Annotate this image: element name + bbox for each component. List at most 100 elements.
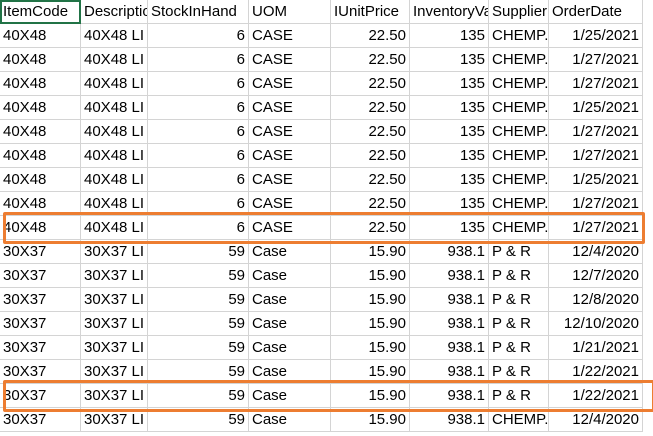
cell-supplier[interactable]: CHEMP. (489, 120, 549, 144)
cell-inventory-value[interactable]: 938.1 (410, 288, 489, 312)
cell-item-code[interactable]: 40X48 (0, 144, 81, 168)
cell-item-code[interactable]: 30X37 (0, 264, 81, 288)
cell-order-date[interactable]: 12/10/2020 (549, 312, 643, 336)
cell-item-code[interactable]: 30X37 (0, 408, 81, 432)
header-cell-unit-price[interactable]: IUnitPrice (331, 0, 410, 24)
cell-unit-price[interactable]: 15.90 (331, 288, 410, 312)
cell-item-code[interactable]: 30X37 (0, 240, 81, 264)
cell-inventory-value[interactable]: 938.1 (410, 312, 489, 336)
cell-stock-in-hand[interactable]: 59 (148, 312, 249, 336)
cell-supplier[interactable]: P & R (489, 312, 549, 336)
cell-supplier[interactable]: CHEMP. (489, 24, 549, 48)
cell-order-date[interactable]: 1/25/2021 (549, 168, 643, 192)
cell-uom[interactable]: CASE (249, 96, 331, 120)
cell-stock-in-hand[interactable]: 59 (148, 408, 249, 432)
cell-description[interactable]: 30X37 LI (81, 384, 148, 408)
header-cell-item-code[interactable]: ItemCode (0, 0, 81, 24)
cell-supplier[interactable]: CHEMP. (489, 144, 549, 168)
cell-supplier[interactable]: P & R (489, 288, 549, 312)
cell-supplier[interactable]: CHEMP. (489, 48, 549, 72)
cell-inventory-value[interactable]: 135 (410, 216, 489, 240)
cell-unit-price[interactable]: 22.50 (331, 144, 410, 168)
header-cell-order-date[interactable]: OrderDate (549, 0, 643, 24)
cell-stock-in-hand[interactable]: 59 (148, 360, 249, 384)
cell-unit-price[interactable]: 22.50 (331, 120, 410, 144)
cell-supplier[interactable]: P & R (489, 360, 549, 384)
cell-stock-in-hand[interactable]: 59 (148, 264, 249, 288)
cell-stock-in-hand[interactable]: 6 (148, 24, 249, 48)
cell-uom[interactable]: CASE (249, 144, 331, 168)
cell-order-date[interactable]: 1/22/2021 (549, 384, 643, 408)
cell-uom[interactable]: CASE (249, 168, 331, 192)
cell-item-code[interactable]: 40X48 (0, 192, 81, 216)
cell-uom[interactable]: Case (249, 264, 331, 288)
cell-supplier[interactable]: P & R (489, 336, 549, 360)
cell-unit-price[interactable]: 22.50 (331, 168, 410, 192)
cell-inventory-value[interactable]: 135 (410, 24, 489, 48)
cell-unit-price[interactable]: 15.90 (331, 384, 410, 408)
cell-order-date[interactable]: 1/25/2021 (549, 24, 643, 48)
cell-item-code[interactable]: 40X48 (0, 96, 81, 120)
cell-unit-price[interactable]: 15.90 (331, 240, 410, 264)
cell-description[interactable]: 30X37 LI (81, 336, 148, 360)
cell-order-date[interactable]: 1/27/2021 (549, 144, 643, 168)
cell-uom[interactable]: CASE (249, 24, 331, 48)
cell-supplier[interactable]: P & R (489, 384, 549, 408)
cell-description[interactable]: 30X37 LI (81, 408, 148, 432)
cell-description[interactable]: 30X37 LI (81, 288, 148, 312)
cell-unit-price[interactable]: 22.50 (331, 192, 410, 216)
cell-uom[interactable]: CASE (249, 48, 331, 72)
cell-stock-in-hand[interactable]: 6 (148, 168, 249, 192)
cell-stock-in-hand[interactable]: 59 (148, 336, 249, 360)
cell-uom[interactable]: CASE (249, 216, 331, 240)
cell-supplier[interactable]: CHEMP. (489, 216, 549, 240)
cell-supplier[interactable]: P & R (489, 240, 549, 264)
cell-item-code[interactable]: 30X37 (0, 288, 81, 312)
cell-description[interactable]: 30X37 LI (81, 360, 148, 384)
header-cell-supplier[interactable]: Supplier (489, 0, 549, 24)
cell-stock-in-hand[interactable]: 6 (148, 48, 249, 72)
header-cell-uom[interactable]: UOM (249, 0, 331, 24)
cell-order-date[interactable]: 1/25/2021 (549, 96, 643, 120)
cell-description[interactable]: 40X48 LI (81, 216, 148, 240)
cell-order-date[interactable]: 1/27/2021 (549, 120, 643, 144)
cell-inventory-value[interactable]: 135 (410, 192, 489, 216)
cell-stock-in-hand[interactable]: 6 (148, 72, 249, 96)
cell-uom[interactable]: CASE (249, 72, 331, 96)
cell-stock-in-hand[interactable]: 6 (148, 96, 249, 120)
cell-order-date[interactable]: 1/27/2021 (549, 192, 643, 216)
cell-item-code[interactable]: 40X48 (0, 168, 81, 192)
cell-uom[interactable]: Case (249, 336, 331, 360)
cell-order-date[interactable]: 1/21/2021 (549, 336, 643, 360)
cell-order-date[interactable]: 1/22/2021 (549, 360, 643, 384)
cell-supplier[interactable]: CHEMP. (489, 408, 549, 432)
cell-stock-in-hand[interactable]: 6 (148, 216, 249, 240)
cell-inventory-value[interactable]: 938.1 (410, 384, 489, 408)
cell-description[interactable]: 40X48 LI (81, 72, 148, 96)
cell-uom[interactable]: CASE (249, 192, 331, 216)
cell-inventory-value[interactable]: 135 (410, 96, 489, 120)
cell-unit-price[interactable]: 15.90 (331, 408, 410, 432)
cell-uom[interactable]: Case (249, 240, 331, 264)
cell-uom[interactable]: CASE (249, 120, 331, 144)
cell-description[interactable]: 40X48 LI (81, 144, 148, 168)
cell-supplier[interactable]: CHEMP. (489, 72, 549, 96)
cell-order-date[interactable]: 12/4/2020 (549, 408, 643, 432)
cell-item-code[interactable]: 40X48 (0, 120, 81, 144)
cell-uom[interactable]: Case (249, 408, 331, 432)
cell-stock-in-hand[interactable]: 59 (148, 384, 249, 408)
cell-stock-in-hand[interactable]: 6 (148, 192, 249, 216)
cell-uom[interactable]: Case (249, 288, 331, 312)
cell-description[interactable]: 40X48 LI (81, 48, 148, 72)
cell-inventory-value[interactable]: 938.1 (410, 240, 489, 264)
cell-unit-price[interactable]: 15.90 (331, 312, 410, 336)
cell-inventory-value[interactable]: 135 (410, 168, 489, 192)
cell-inventory-value[interactable]: 135 (410, 144, 489, 168)
cell-inventory-value[interactable]: 938.1 (410, 336, 489, 360)
cell-description[interactable]: 40X48 LI (81, 168, 148, 192)
cell-description[interactable]: 40X48 LI (81, 96, 148, 120)
cell-item-code[interactable]: 30X37 (0, 384, 81, 408)
cell-order-date[interactable]: 1/27/2021 (549, 48, 643, 72)
cell-stock-in-hand[interactable]: 59 (148, 288, 249, 312)
cell-description[interactable]: 30X37 LI (81, 264, 148, 288)
